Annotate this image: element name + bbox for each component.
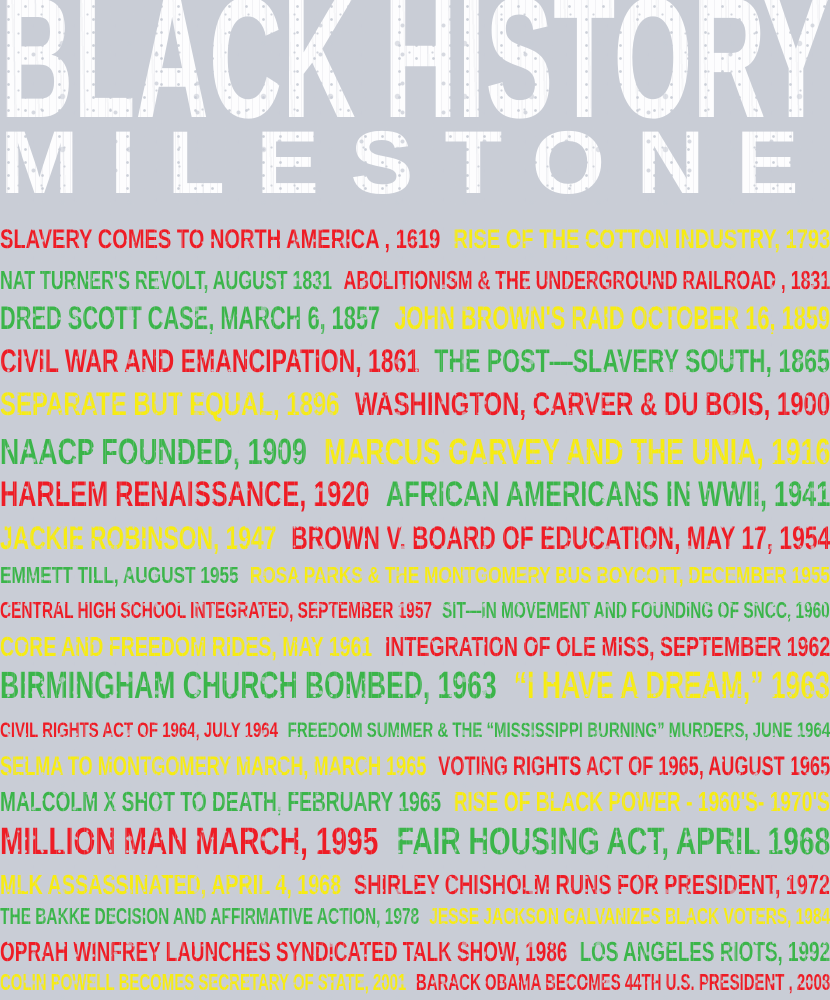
milestone-line: HARLEM RENAISSANCE, 1920 AFRICAN AMERICAN…: [0, 475, 830, 522]
milestone-text: DRED SCOTT CASE, MARCH 6, 1857: [0, 300, 381, 336]
milestone-text: CORE AND FREEDOM RIDES, MAY 1961: [0, 631, 373, 662]
milestone-text: SLAVERY COMES TO NORTH AMERICA , 1619: [0, 224, 441, 254]
milestone-line: SEPARATE BUT EQUAL, 1896 WASHINGTON, CARV…: [0, 386, 830, 433]
milestone-line: JACKIE ROBINSON, 1947 BROWN V. BOARD OF E…: [0, 520, 830, 563]
milestone-line: THE BAKKE DECISION AND AFFIRMATIVE ACTIO…: [0, 904, 830, 937]
milestone-text: NAT TURNER'S REVOLT, AUGUST 1831: [0, 265, 332, 295]
milestone-text: CIVIL RIGHTS ACT OF 1964, JULY 1964: [0, 719, 278, 742]
milestone-line: NAACP FOUNDED, 1909 MARCUS GARVEY AND THE…: [0, 433, 830, 477]
milestone-line: OPRAH WINFREY LAUNCHES SYNDICATED TALK S…: [0, 937, 830, 970]
milestone-text: SHIRLEY CHISHOLM RUNS FOR PRESIDENT, 197…: [354, 869, 830, 900]
milestone-text: RISE OF BLACK POWER - 1960'S- 1970'S: [453, 786, 830, 817]
milestone-line: CORE AND FREEDOM RIDES, MAY 1961 INTEGRAT…: [0, 632, 830, 667]
milestone-text: HARLEM RENAISSANCE, 1920: [0, 475, 370, 514]
milestone-line: CIVIL WAR AND EMANCIPATION, 1861 THE POST…: [0, 343, 830, 388]
milestone-line: MILLION MAN MARCH, 1995 FAIR HOUSING ACT,…: [0, 821, 830, 870]
milestone-text: THE POST—SLAVERY SOUTH, 1865: [434, 343, 830, 379]
milestone-line: NAT TURNER'S REVOLT, AUGUST 1831 ABOLITIO…: [0, 265, 830, 302]
milestone-text: COLIN POWELL BECOMES SECRETARY OF STATE,…: [0, 969, 407, 995]
milestone-text: LOS ANGELES RIOTS, 1992: [579, 936, 830, 967]
milestone-text: SIT—IN MOVEMENT AND FOUNDING OF SNCC, 19…: [441, 597, 830, 623]
milestone-text: AFRICAN AMERICANS IN WWII, 1941: [385, 475, 830, 514]
milestone-text: FREEDOM SUMMER & THE “MISSISSIPPI BURNIN…: [287, 719, 830, 742]
milestone-text: INTEGRATION OF OLE MISS, SEPTEMBER 1962: [384, 631, 830, 662]
milestone-text: MALCOLM X SHOT TO DEATH, FEBRUARY 1965: [0, 786, 442, 817]
milestone-text: MILLION MAN MARCH, 1995: [0, 821, 379, 863]
milestone-text: “I HAVE A DREAM,” 1963: [513, 665, 830, 707]
milestone-text: JOHN BROWN'S RAID OCTOBER 16, 1859: [394, 300, 830, 336]
milestone-line: EMMETT TILL, AUGUST 1955 ROSA PARKS & THE…: [0, 563, 830, 598]
milestone-text: BIRMINGHAM CHURCH BOMBED, 1963: [0, 665, 497, 707]
milestone-line: SELMA TO MONTGOMERY MARCH, MARCH 1965 VOT…: [0, 752, 830, 787]
milestone-line: COLIN POWELL BECOMES SECRETARY OF STATE,…: [0, 970, 830, 1000]
milestone-text: ROSA PARKS & THE MONTGOMERY BUS BOYCOTT,…: [249, 562, 830, 588]
milestone-line: BIRMINGHAM CHURCH BOMBED, 1963 “I HAVE A …: [0, 665, 830, 720]
milestone-text: SEPARATE BUT EQUAL, 1896: [0, 386, 340, 422]
milestone-line: MALCOLM X SHOT TO DEATH, FEBRUARY 1965 RI…: [0, 787, 830, 823]
milestone-text: CENTRAL HIGH SCHOOL INTEGRATED, SEPTEMBE…: [0, 597, 432, 623]
milestone-text: OPRAH WINFREY LAUNCHES SYNDICATED TALK S…: [0, 936, 568, 967]
milestone-text: WASHINGTON, CARVER & DU BOIS, 1900: [355, 386, 830, 422]
milestone-text: CIVIL WAR AND EMANCIPATION, 1861: [0, 343, 420, 379]
milestone-line: SLAVERY COMES TO NORTH AMERICA , 1619 RIS…: [0, 225, 830, 267]
milestone-text: THE BAKKE DECISION AND AFFIRMATIVE ACTIO…: [0, 903, 420, 929]
milestone-text: NAACP FOUNDED, 1909: [0, 431, 307, 472]
milestone-text: FAIR HOUSING ACT, APRIL 1968: [396, 821, 830, 863]
milestone-line: CIVIL RIGHTS ACT OF 1964, JULY 1964 FREED…: [0, 719, 830, 752]
milestone-text: RISE OF THE COTTON INDUSTRY, 1793: [453, 224, 830, 254]
milestone-text: MARCUS GARVEY AND THE UNIA, 1916: [324, 431, 830, 472]
milestone-line: DRED SCOTT CASE, MARCH 6, 1857 JOHN BROWN…: [0, 300, 830, 345]
milestone-text: EMMETT TILL, AUGUST 1955: [0, 562, 239, 588]
milestone-text: MLK ASSASSINATED, APRIL 4, 1968: [0, 869, 342, 900]
milestones-list: SLAVERY COMES TO NORTH AMERICA , 1619 RIS…: [0, 225, 830, 1000]
milestone-text: BARACK OBAMA BECOMES 44TH U.S. PRESIDENT…: [415, 969, 830, 995]
milestone-text: ABOLITIONISM & THE UNDERGROUND RAILROAD …: [343, 265, 830, 295]
poster-subtitle: MILESTONE: [0, 118, 830, 207]
poster-subtitle-text: MILESTONE: [0, 112, 830, 212]
milestone-text: BROWN V. BOARD OF EDUCATION, MAY 17, 195…: [291, 520, 830, 556]
milestone-text: JACKIE ROBINSON, 1947: [0, 520, 277, 556]
milestone-text: SELMA TO MONTGOMERY MARCH, MARCH 1965: [0, 751, 427, 781]
milestone-text: JESSE JACKSON GALVANIZES BLACK VOTERS, 1…: [429, 903, 830, 929]
milestone-line: MLK ASSASSINATED, APRIL 4, 1968 SHIRLEY C…: [0, 870, 830, 904]
milestone-line: CENTRAL HIGH SCHOOL INTEGRATED, SEPTEMBE…: [0, 598, 830, 632]
milestone-text: VOTING RIGHTS ACT OF 1965, AUGUST 1965: [438, 751, 830, 781]
